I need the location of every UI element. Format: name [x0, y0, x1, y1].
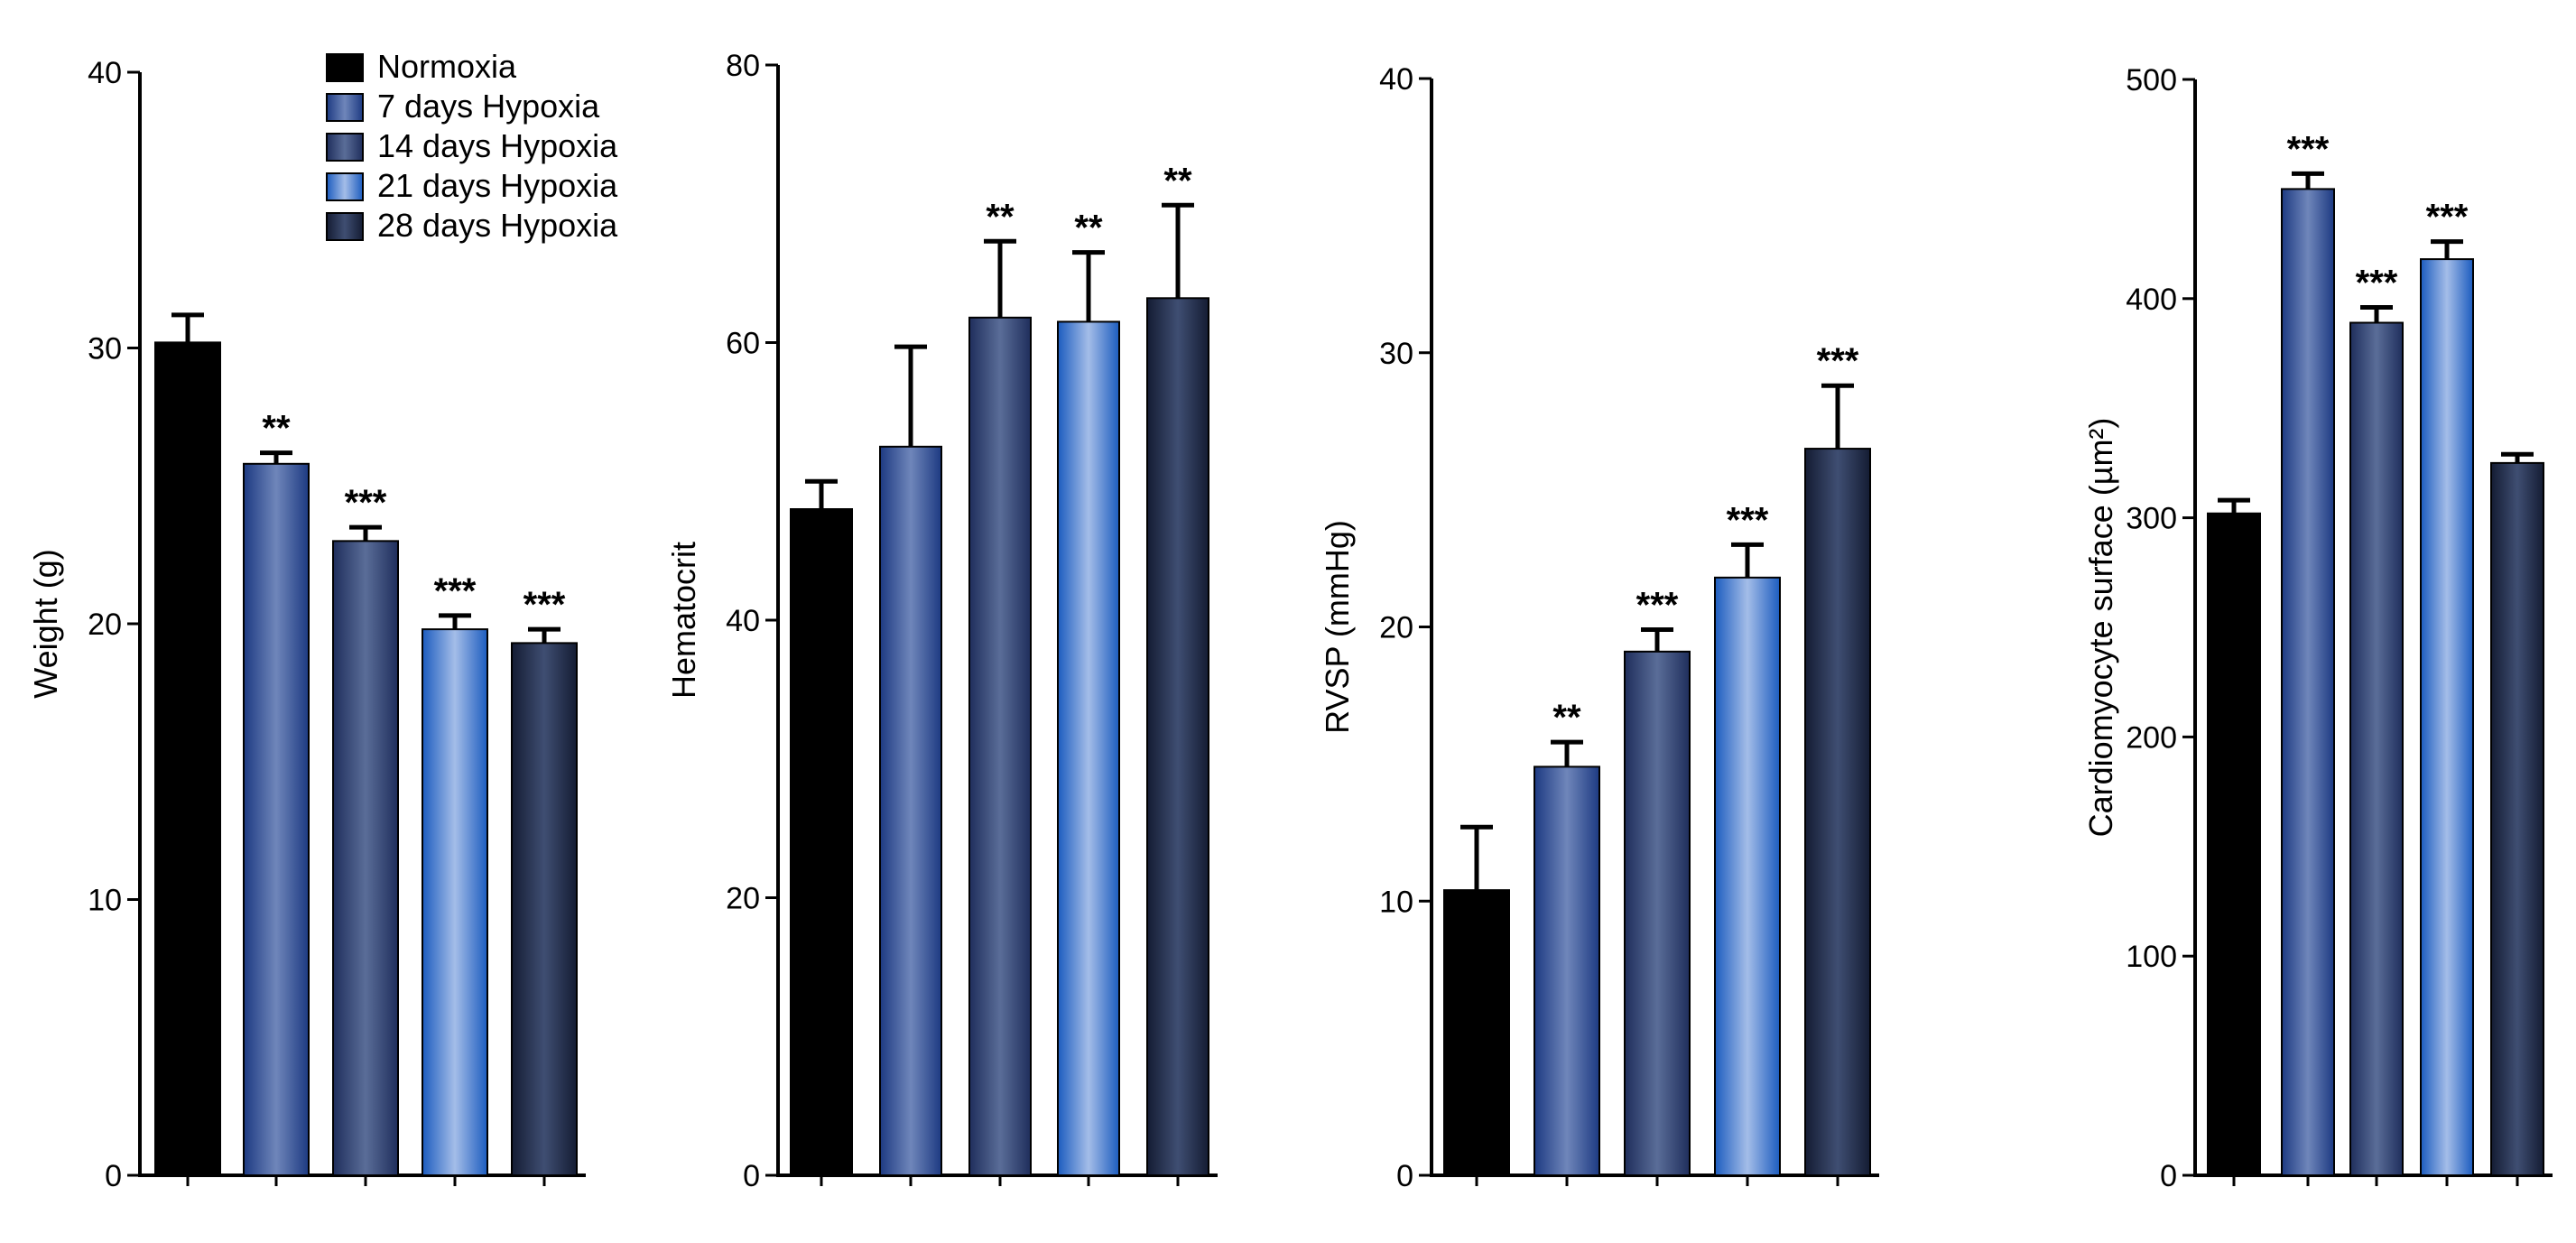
bar	[243, 462, 310, 1176]
y-tick-label: 80	[726, 49, 760, 83]
y-tick-label: 30	[88, 332, 122, 366]
y-axis-label: Hematocrit	[665, 542, 702, 699]
bar	[422, 628, 488, 1176]
legend-swatch	[326, 93, 364, 122]
significance-label: **	[262, 409, 291, 449]
bar	[332, 540, 399, 1176]
y-tick-label: 40	[88, 56, 122, 90]
bar	[2490, 461, 2544, 1176]
significance-label: ***	[524, 585, 566, 625]
significance-label: **	[1552, 698, 1581, 737]
bar	[2420, 258, 2474, 1176]
bar	[2281, 188, 2335, 1176]
y-tick-label: 0	[743, 1159, 760, 1193]
y-tick-label: 400	[2126, 283, 2177, 317]
bar	[1443, 889, 1510, 1176]
chart-panel-2: 0 20 40 60 80 Hematocrit ** ** **	[665, 49, 1218, 1193]
y-tick-label: 20	[1379, 611, 1413, 645]
chart-panel-4: 0 100 200 300 400 500 Cardiomyocyte surface (µ…	[2082, 63, 2553, 1193]
legend-label: 28 days Hypoxia	[377, 207, 618, 244]
y-tick-label: 60	[726, 327, 760, 361]
y-tick-label: 100	[2126, 940, 2177, 974]
y-tick-label: 10	[1379, 885, 1413, 919]
significance-label: ***	[345, 483, 387, 523]
legend-swatch	[326, 53, 364, 82]
legend-swatch	[326, 133, 364, 162]
bar	[2349, 321, 2404, 1176]
significance-label: ***	[2356, 264, 2398, 303]
bar	[1146, 297, 1209, 1176]
legend-label: Normoxia	[377, 48, 517, 85]
bar	[1057, 320, 1120, 1176]
legend-swatch	[326, 212, 364, 241]
significance-label: **	[1163, 161, 1192, 200]
bar	[511, 642, 578, 1176]
y-tick-label: 20	[726, 882, 760, 916]
y-tick-label: 200	[2126, 720, 2177, 755]
significance-label: **	[986, 197, 1015, 237]
y-tick-label: 40	[1379, 62, 1413, 97]
significance-label: ***	[434, 571, 477, 611]
significance-label: ***	[2287, 129, 2330, 169]
y-tick-label: 10	[88, 884, 122, 918]
significance-label: ***	[1727, 500, 1769, 540]
bar	[968, 316, 1032, 1176]
legend-label: 14 days Hypoxia	[377, 127, 618, 164]
significance-label: ***	[1636, 586, 1679, 626]
y-tick-label: 40	[726, 604, 760, 638]
y-tick-label: 500	[2126, 63, 2177, 97]
bar	[879, 445, 942, 1176]
legend-label: 21 days Hypoxia	[377, 167, 618, 204]
bar	[154, 341, 221, 1176]
significance-label: **	[1074, 209, 1103, 248]
y-tick-label: 30	[1379, 337, 1413, 371]
bar	[1624, 650, 1691, 1176]
y-axis-label: Weight (g)	[27, 549, 64, 698]
y-tick-label: 300	[2126, 502, 2177, 536]
y-axis-label: Cardiomyocyte surface (µm²)	[2082, 418, 2119, 838]
legend-label: 7 days Hypoxia	[377, 88, 600, 125]
y-tick-label: 0	[105, 1159, 122, 1193]
y-tick-label: 0	[2160, 1159, 2177, 1193]
bar	[1534, 765, 1600, 1176]
bar	[790, 508, 853, 1176]
y-tick-label: 20	[88, 608, 122, 642]
significance-label: ***	[1817, 341, 1859, 381]
legend-swatch	[326, 172, 364, 201]
significance-label: ***	[2426, 198, 2469, 237]
bar	[2207, 512, 2261, 1176]
y-axis-label: RVSP (mmHg)	[1319, 520, 1356, 734]
y-tick-label: 0	[1396, 1159, 1413, 1193]
bar	[1714, 576, 1781, 1176]
bar	[1804, 448, 1871, 1176]
